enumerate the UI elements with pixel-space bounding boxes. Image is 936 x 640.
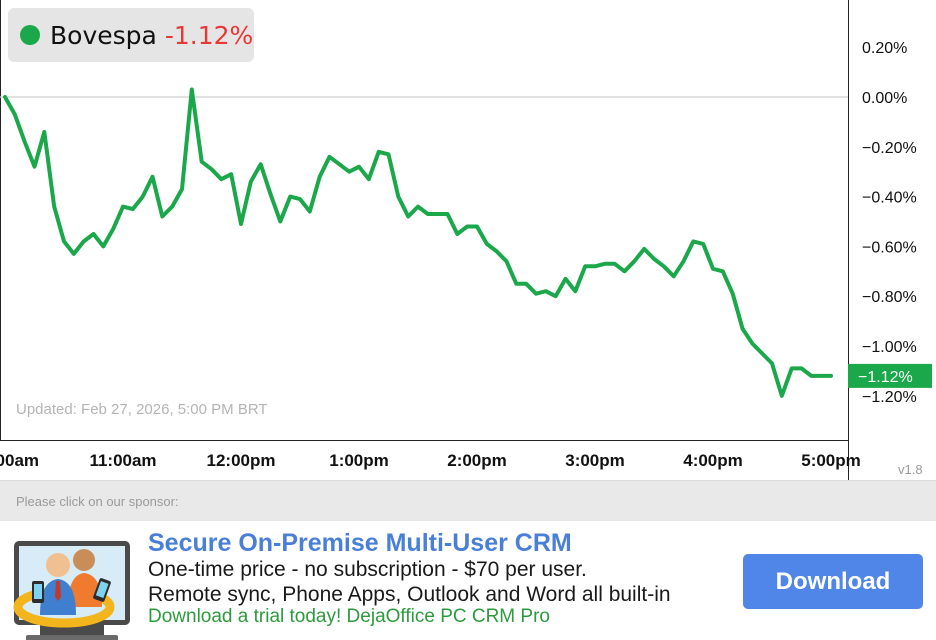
sponsor-ad[interactable]: Secure On-Premise Multi-User CRM One-tim… — [0, 520, 936, 640]
download-button[interactable]: Download — [743, 554, 923, 609]
sponsor-bar: Please click on our sponsor: — [0, 480, 936, 520]
index-name: Bovespa — [50, 20, 157, 50]
x-tick-label: 12:00pm — [207, 451, 276, 470]
ad-title[interactable]: Secure On-Premise Multi-User CRM — [148, 529, 572, 557]
ad-line-cta[interactable]: Download a trial today! DejaOffice PC CR… — [148, 606, 550, 627]
x-tick-label: 10:00am — [0, 451, 39, 470]
price-line — [3, 87, 833, 398]
y-tick-label: 0.00% — [862, 90, 907, 107]
chart-area: 0.20% 0.00% −0.20% −0.40% −0.60% −0.80% −1.00%… — [0, 0, 932, 480]
x-tick-label: 1:00pm — [329, 451, 389, 470]
updated-timestamp: Updated: Feb 27, 2026, 5:00 PM BRT — [16, 401, 268, 418]
x-tick-label: 11:00am — [89, 451, 156, 470]
x-tick-label: 3:00pm — [565, 451, 625, 470]
status-dot-icon — [20, 25, 40, 45]
x-tick-label: 4:00pm — [683, 451, 743, 470]
index-change: -1.12% — [164, 20, 254, 50]
version-label: v1.8 — [898, 462, 923, 477]
last-value-tag — [848, 363, 932, 388]
x-tick-label: 2:00pm — [447, 451, 507, 470]
y-tick-label: −0.80% — [862, 289, 917, 306]
last-value-label: −1.12% — [858, 369, 913, 386]
x-tick-label: 5:00pm — [801, 451, 861, 470]
ad-line-features: Remote sync, Phone Apps, Outlook and Wor… — [148, 583, 671, 606]
y-tick-label: 0.20% — [862, 40, 907, 57]
y-tick-label: −0.40% — [862, 190, 917, 207]
y-tick-label: −1.00% — [862, 339, 917, 356]
ad-line-price: One-time price - no subscription - $70 p… — [148, 558, 587, 581]
sponsor-label: Please click on our sponsor: — [16, 494, 179, 509]
index-badge: Bovespa -1.12% — [8, 8, 254, 62]
people-phones-logo-icon[interactable] — [12, 535, 134, 640]
price-chart: 0.20% 0.00% −0.20% −0.40% −0.60% −0.80% −1.00%… — [0, 0, 932, 480]
y-tick-label: −0.20% — [862, 140, 917, 157]
y-tick-label: −0.60% — [862, 239, 917, 256]
y-tick-label: −1.20% — [862, 389, 917, 406]
